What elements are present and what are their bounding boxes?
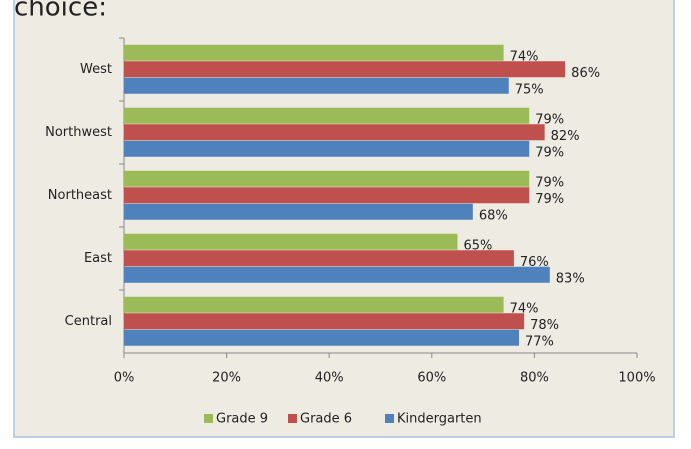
- x-tick-label: 80%: [520, 371, 549, 386]
- bar: [124, 107, 530, 124]
- y-tick-label: Central: [65, 314, 112, 329]
- bar: [124, 266, 550, 283]
- bar: [124, 44, 504, 61]
- value-label: 78%: [530, 318, 559, 333]
- value-label: 79%: [535, 192, 564, 207]
- bar: [124, 313, 525, 330]
- bar: [124, 77, 509, 94]
- value-label: 65%: [463, 239, 492, 254]
- bar: [124, 329, 520, 346]
- legend-label: Grade 9: [216, 412, 268, 427]
- value-label: 86%: [571, 66, 600, 81]
- bar: [124, 140, 530, 157]
- value-label: 83%: [556, 272, 585, 287]
- bar: [124, 187, 530, 204]
- value-label: 77%: [525, 335, 554, 350]
- bar: [124, 170, 530, 187]
- chart-title: choice:: [14, 0, 107, 23]
- value-label: 74%: [510, 50, 539, 65]
- value-label: 76%: [520, 255, 549, 270]
- x-tick-label: 0%: [114, 371, 135, 386]
- bar: [124, 250, 514, 267]
- legend-label: Kindergarten: [397, 412, 482, 427]
- value-label: 79%: [535, 176, 564, 191]
- y-tick-label: Northeast: [48, 188, 112, 203]
- x-tick-label: 60%: [417, 371, 446, 386]
- value-label: 79%: [535, 113, 564, 128]
- legend-swatch: [385, 414, 394, 423]
- bar: [124, 124, 545, 141]
- value-label: 79%: [535, 146, 564, 161]
- y-tick-label: West: [80, 62, 112, 77]
- bar: [124, 233, 458, 250]
- x-tick-label: 100%: [618, 371, 655, 386]
- y-tick-label: Northwest: [45, 125, 112, 140]
- legend-label: Grade 6: [300, 412, 352, 427]
- legend-swatch: [204, 414, 213, 423]
- value-label: 75%: [515, 83, 544, 98]
- value-label: 74%: [510, 302, 539, 317]
- y-tick-label: East: [84, 251, 112, 266]
- x-tick-label: 20%: [212, 371, 241, 386]
- value-label: 82%: [551, 129, 580, 144]
- bar: [124, 296, 504, 313]
- value-label: 68%: [479, 209, 508, 224]
- x-tick-label: 40%: [315, 371, 344, 386]
- legend-swatch: [288, 414, 297, 423]
- bar: [124, 203, 473, 220]
- bar: [124, 61, 566, 78]
